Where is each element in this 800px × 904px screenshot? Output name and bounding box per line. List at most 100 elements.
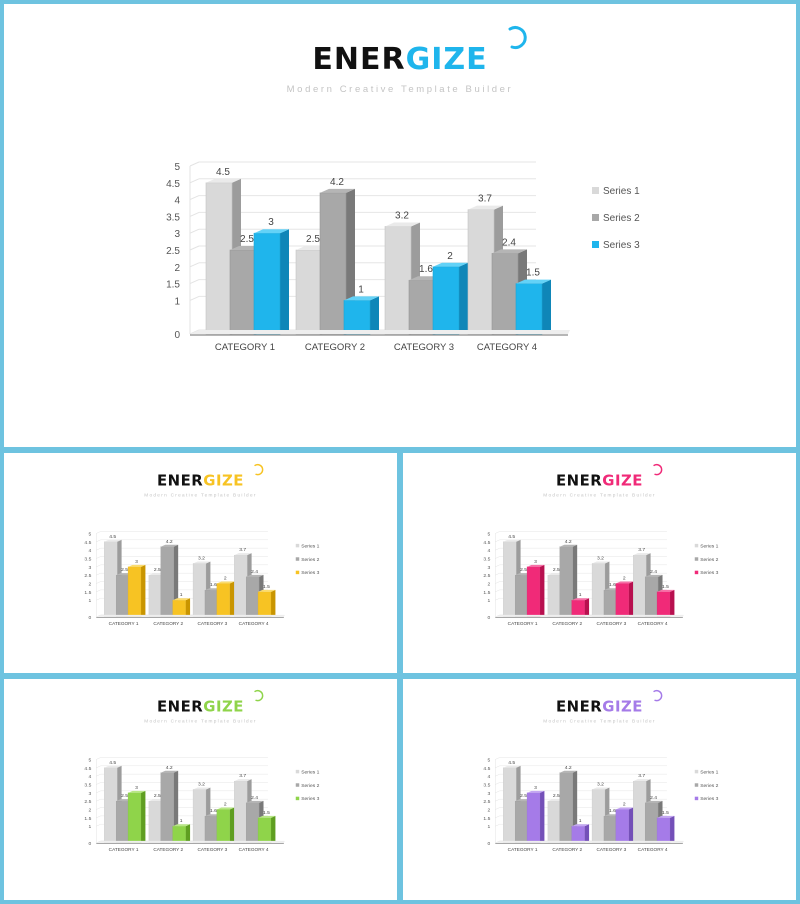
- legend-entry: Series 1: [301, 769, 319, 775]
- category-label: CATEGORY 1: [508, 847, 538, 852]
- gridline-diagonal: [96, 807, 101, 810]
- y-tick-label: 1: [488, 598, 491, 604]
- data-label: 1: [180, 592, 183, 598]
- gridline-diagonal: [96, 531, 101, 534]
- data-label: 1.6: [609, 808, 616, 814]
- data-label: 2.4: [251, 569, 258, 575]
- bar-front: [216, 583, 230, 618]
- tagline: Modern Creative Template Builder: [286, 84, 514, 95]
- category-label: CATEGORY 3: [597, 847, 627, 852]
- bar: [319, 188, 355, 335]
- swirl-icon: [653, 464, 663, 476]
- category-label: CATEGORY 2: [552, 847, 582, 852]
- y-tick-label: 5: [488, 757, 491, 763]
- data-label: 3: [135, 559, 138, 565]
- x-tick-labels: CATEGORY 1 CATEGORY 2 CATEGORY 3 CATEGORY 4: [215, 342, 537, 353]
- gridline-diagonal: [495, 782, 500, 785]
- swirl-icon: [254, 690, 264, 702]
- bar-chart: 0 1 1.5 2 2.5 3 3.5 4 4.5 5 4.5 2.5 3 2.5 4.2 1 3.2 1.6 2 3…: [166, 161, 640, 353]
- bar-front: [526, 792, 541, 844]
- y-tick-label: 4: [488, 548, 491, 554]
- bar: [172, 824, 191, 844]
- brand-part-dark: ENER: [556, 697, 603, 716]
- bar-top: [104, 539, 122, 542]
- bar-front: [234, 780, 248, 844]
- y-tick-label: 5: [488, 531, 491, 537]
- legend-entry: Series 2: [301, 557, 319, 563]
- data-label: 3.2: [198, 782, 205, 788]
- bar: [216, 807, 235, 844]
- category-label: CATEGORY 3: [198, 847, 228, 852]
- gridline-diagonal: [495, 757, 500, 760]
- bar-top: [433, 262, 468, 267]
- bar-top: [592, 561, 610, 564]
- bar: [526, 790, 545, 844]
- data-label: 2.4: [502, 237, 516, 248]
- bar-top: [633, 779, 651, 782]
- chart-floor: [96, 840, 285, 843]
- bar: [216, 581, 235, 618]
- bar-top: [258, 815, 276, 818]
- y-tick-label: 3: [174, 229, 180, 240]
- y-tick-label: 4: [89, 548, 92, 554]
- data-label: 4.5: [109, 760, 116, 766]
- bar-front: [172, 826, 186, 844]
- slide-variant-pink: ENERGIZE Modern Creative Template Builde…: [403, 453, 796, 673]
- bar-front: [295, 249, 323, 335]
- brand-part-accent: GIZE: [602, 471, 643, 490]
- data-label: 3.7: [638, 773, 645, 779]
- bar-front: [615, 583, 629, 618]
- legend-swatch: [295, 796, 300, 801]
- legend-swatch: [592, 241, 599, 248]
- brand-part-dark: ENER: [312, 42, 406, 77]
- gridline-diagonal: [189, 178, 200, 184]
- y-tick-label: 1.5: [84, 590, 91, 596]
- legend-entry: Series 3: [301, 570, 319, 576]
- bar-side: [229, 807, 235, 843]
- bar-top: [527, 790, 545, 793]
- y-tick-label: 3: [89, 565, 92, 571]
- bar-top: [615, 581, 634, 584]
- gridline-diagonal: [96, 782, 101, 785]
- bar-side: [270, 589, 276, 617]
- bar-top: [216, 581, 235, 584]
- bar-front: [127, 792, 142, 844]
- gridline-diagonal: [495, 597, 500, 601]
- bar-front: [571, 600, 585, 618]
- bar: [615, 581, 634, 618]
- category-label: CATEGORY 2: [305, 342, 365, 353]
- bar-front: [216, 809, 230, 844]
- bar-top: [320, 188, 355, 193]
- bar-front: [503, 541, 517, 618]
- legend-entry: Series 2: [700, 783, 718, 789]
- legend-swatch: [694, 557, 699, 561]
- y-tick-label: 2: [89, 581, 92, 587]
- data-label: 3.7: [239, 547, 246, 553]
- gridline-diagonal: [189, 279, 200, 285]
- bar-front: [515, 283, 543, 335]
- bar-front: [514, 801, 529, 844]
- swirl-icon: [653, 690, 663, 702]
- brand-part-dark: ENER: [157, 471, 204, 490]
- brand-logo: ENERGIZE: [4, 471, 397, 491]
- y-tick-label: 2: [488, 807, 491, 813]
- bar-front: [192, 789, 207, 844]
- bars: [503, 765, 675, 844]
- bar-front: [547, 801, 561, 844]
- bar-side: [270, 815, 276, 843]
- data-label: 3.7: [239, 773, 246, 779]
- gridline-diagonal: [495, 581, 500, 584]
- data-label: 4.2: [565, 539, 572, 545]
- gridline-diagonal: [189, 195, 200, 201]
- gridline-diagonal: [96, 798, 101, 802]
- gridline-diagonal: [495, 815, 500, 819]
- legend-entry: Series 3: [603, 240, 640, 251]
- legend-entry: Series 1: [700, 543, 718, 549]
- slide-variant-purple: ENERGIZE Modern Creative Template Builde…: [403, 679, 796, 900]
- data-label: 4.2: [330, 177, 344, 188]
- y-tick-label: 2: [89, 807, 92, 813]
- bars: [205, 178, 551, 335]
- y-tick-label: 2: [174, 263, 180, 274]
- tagline: Modern Creative Template Builder: [144, 492, 257, 499]
- y-tick-label: 3: [89, 791, 92, 797]
